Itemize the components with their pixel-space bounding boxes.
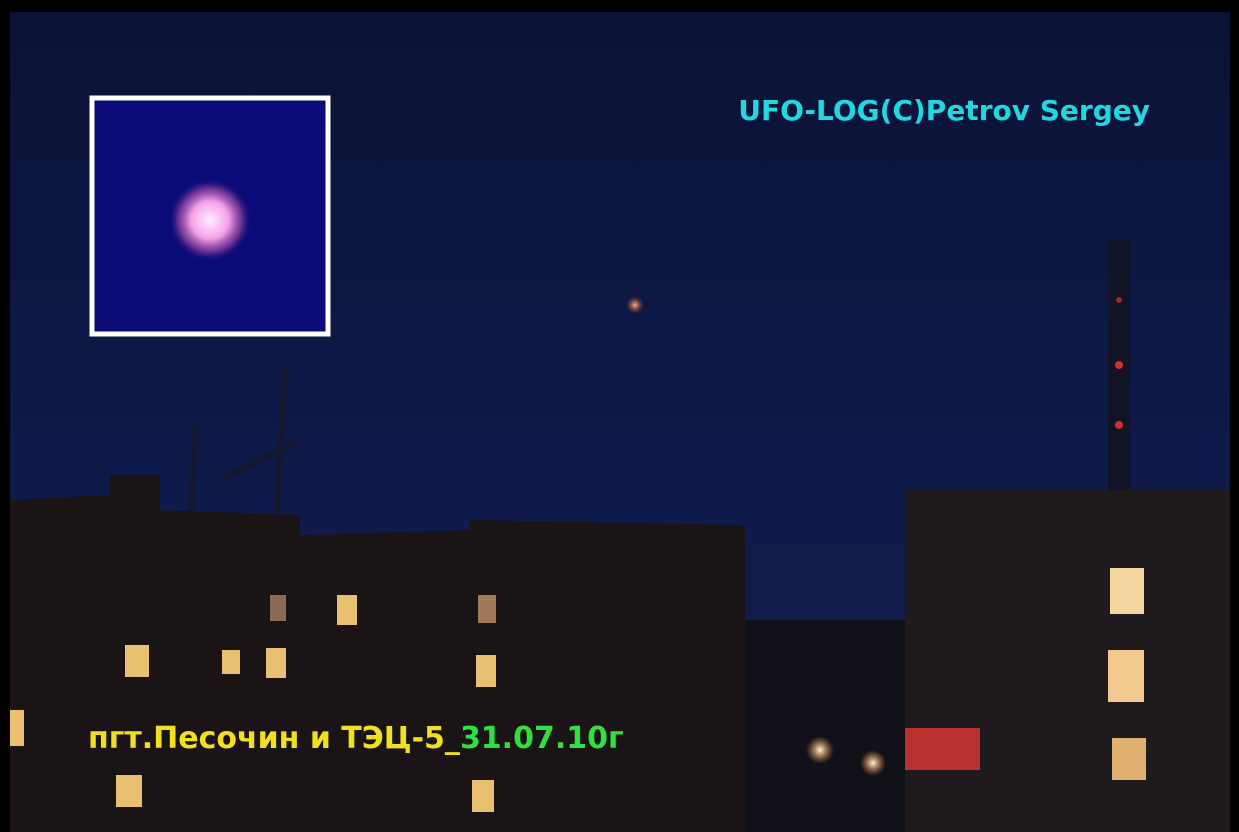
caption-place: пгт.Песочин и ТЭЦ-5_ [88,721,460,756]
street-lamp [860,750,886,776]
caption: пгт.Песочин и ТЭЦ-5_31.07.10г [88,721,624,756]
light-object [626,296,644,314]
watermark: UFO-LOG(C)Petrov Sergey [738,94,1150,127]
street-lamp [806,736,834,764]
video-frame: UFO-LOG(C)Petrov Sergey пгт.Песочин и ТЭ… [0,0,1239,832]
zoomed-object [168,178,252,262]
page: UFO-LOG(C)Petrov Sergey пгт.Песочин и ТЭ… [0,0,1239,832]
tower [1108,240,1130,500]
caption-date: 31.07.10г [460,721,624,756]
trees [745,620,910,832]
building-right [905,490,1230,832]
